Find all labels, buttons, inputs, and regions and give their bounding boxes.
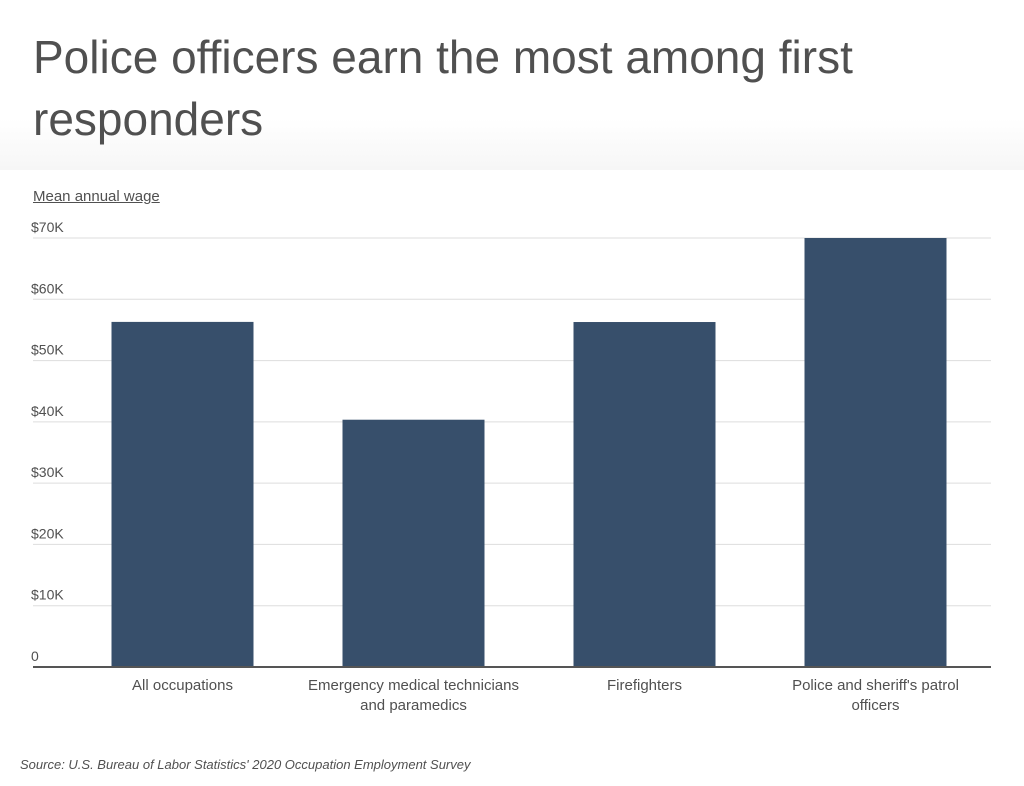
y-tick-label: $60K xyxy=(31,280,64,296)
x-tick-label-line: officers xyxy=(851,697,899,714)
x-tick-label-line: and paramedics xyxy=(360,697,467,714)
title-band xyxy=(0,0,1024,170)
y-tick-label: $10K xyxy=(31,587,64,603)
y-tick-label: 0 xyxy=(31,648,39,664)
y-tick-label: $50K xyxy=(31,342,64,358)
x-tick-label-line: Firefighters xyxy=(607,677,682,694)
bar xyxy=(573,322,716,667)
y-tick-label: $30K xyxy=(31,464,64,480)
x-tick-label: Police and sheriff's patrol officers xyxy=(792,677,959,714)
bar xyxy=(111,321,254,667)
x-tick-label: Emergency medical technicians and paramed… xyxy=(308,677,519,714)
y-tick-label: $40K xyxy=(31,403,64,419)
x-tick-label-line: Police and sheriff's patrol xyxy=(792,677,959,694)
x-tick-label-line: Emergency medical technicians xyxy=(308,677,519,694)
source-note: Source: U.S. Bureau of Labor Statistics'… xyxy=(20,757,471,772)
y-axis-title: Mean annual wage xyxy=(33,188,160,205)
x-tick-label-line: All occupations xyxy=(132,677,233,694)
bar xyxy=(804,238,947,667)
chart-title: Police officers earn the most among firs… xyxy=(33,31,853,145)
x-tick-label: All occupations xyxy=(132,677,233,694)
y-tick-label: $70K xyxy=(31,219,64,235)
x-tick-label: Firefighters xyxy=(607,677,682,694)
bar xyxy=(342,419,485,667)
y-tick-label: $20K xyxy=(31,525,64,541)
